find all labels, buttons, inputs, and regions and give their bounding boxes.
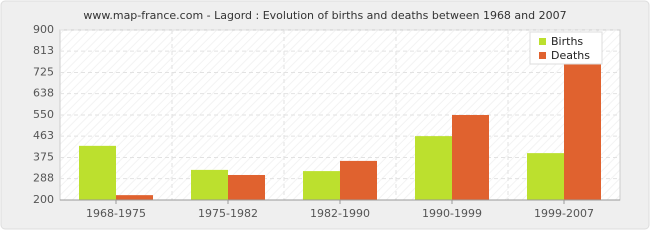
x-tick-label: 1999-2007 bbox=[534, 207, 594, 220]
y-tick-label: 813 bbox=[33, 44, 54, 57]
x-tick-label: 1982-1990 bbox=[310, 207, 370, 220]
legend-swatch bbox=[539, 52, 546, 59]
x-tick-label: 1975-1982 bbox=[198, 207, 258, 220]
page: {"chart_data": {"type": "bar", "title": … bbox=[0, 0, 650, 230]
bar bbox=[303, 171, 340, 200]
y-tick-label: 638 bbox=[33, 87, 54, 100]
y-tick-label: 375 bbox=[33, 151, 54, 164]
chart: www.map-france.com - Lagord : Evolution … bbox=[0, 0, 650, 230]
bar bbox=[79, 145, 116, 200]
y-tick-label: 550 bbox=[33, 108, 54, 121]
bar bbox=[452, 115, 489, 200]
x-tick-label: 1990-1999 bbox=[422, 207, 482, 220]
bar bbox=[191, 169, 228, 200]
bar bbox=[527, 153, 564, 200]
bar bbox=[116, 195, 153, 200]
y-tick-label: 200 bbox=[33, 193, 54, 206]
y-tick-label: 463 bbox=[33, 129, 54, 142]
y-tick-label: 288 bbox=[33, 172, 54, 185]
bar bbox=[340, 160, 377, 200]
bar bbox=[415, 136, 452, 200]
y-tick-label: 900 bbox=[33, 23, 54, 36]
bar bbox=[228, 174, 265, 200]
legend-label: Births bbox=[551, 35, 583, 48]
legend-swatch bbox=[539, 38, 546, 45]
bar bbox=[564, 59, 601, 200]
x-tick-label: 1968-1975 bbox=[86, 207, 146, 220]
legend-label: Deaths bbox=[551, 49, 590, 62]
chart-title: www.map-france.com - Lagord : Evolution … bbox=[83, 9, 566, 22]
y-tick-label: 725 bbox=[33, 66, 54, 79]
